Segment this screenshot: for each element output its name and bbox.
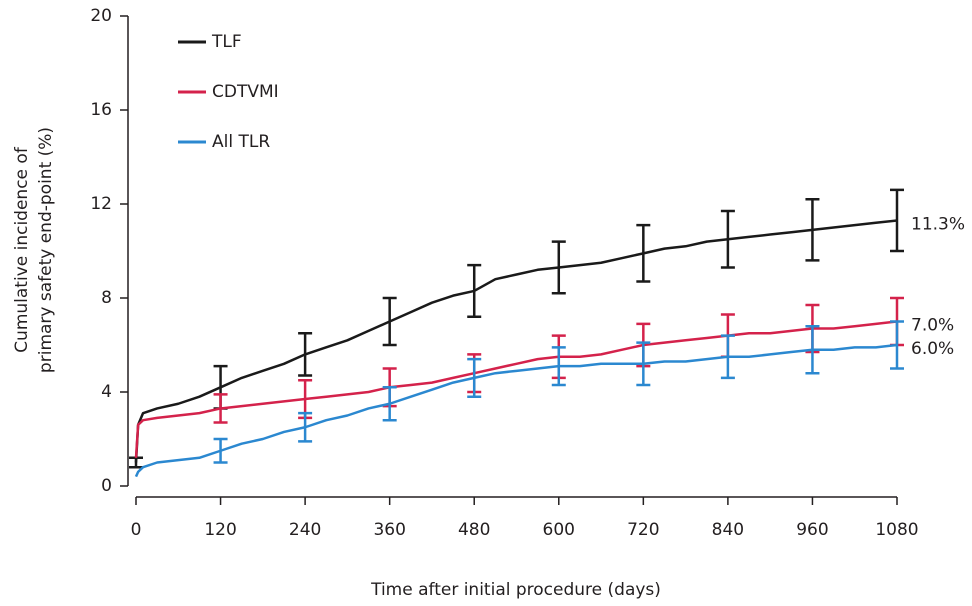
x-tick-label: 1080 (875, 520, 918, 540)
x-tick-label: 120 (204, 520, 236, 540)
error-bar (890, 320, 904, 370)
legend-label: All TLR (212, 132, 270, 152)
error-bar (720, 334, 735, 380)
error-bar (636, 223, 651, 283)
error-bar (636, 341, 651, 387)
legend-label: TLF (211, 32, 242, 52)
series-line (134, 219, 898, 463)
error-bar (551, 240, 566, 295)
error-bar (720, 209, 735, 269)
error-bar (213, 437, 228, 464)
series-line (134, 343, 898, 478)
error-bar (551, 346, 566, 387)
y-axis-label: Cumulative incidence of primary safety e… (12, 127, 56, 373)
y-tick-label: 0 (101, 476, 112, 496)
y-axis-label-line: primary safety end-point (%) (36, 127, 56, 373)
error-bar (382, 296, 397, 347)
error-bar (129, 456, 143, 469)
y-tick-label: 12 (90, 194, 112, 214)
x-axis-label: Time after initial procedure (days) (370, 580, 661, 600)
end-label: 11.3% (911, 214, 965, 234)
y-tick-label: 16 (90, 100, 112, 120)
x-tick-label: 240 (289, 520, 321, 540)
error-bar (890, 188, 904, 253)
error-bar (298, 411, 313, 443)
y-tick-label: 8 (101, 288, 112, 308)
y-tick-label: 4 (101, 382, 112, 402)
error-bar (213, 393, 228, 424)
y-axis-label-line: Cumulative incidence of (12, 146, 32, 353)
x-tick-label: 0 (131, 520, 142, 540)
legend-label: CDTVMI (212, 82, 279, 102)
end-label: 7.0% (911, 316, 954, 336)
error-bar (298, 332, 313, 377)
error-bar (467, 357, 482, 398)
x-tick-label: 600 (543, 520, 575, 540)
error-bar (805, 198, 820, 262)
error-bar (382, 386, 397, 422)
x-tick-label: 720 (627, 520, 659, 540)
x-tick-label: 480 (458, 520, 490, 540)
series-line (134, 320, 898, 458)
y-tick-label: 20 (90, 6, 112, 26)
x-tick-label: 840 (712, 520, 744, 540)
end-label: 6.0% (911, 339, 954, 359)
x-tick-label: 960 (796, 520, 828, 540)
error-bar (467, 263, 482, 319)
x-tick-label: 360 (373, 520, 405, 540)
error-bar (805, 324, 820, 375)
